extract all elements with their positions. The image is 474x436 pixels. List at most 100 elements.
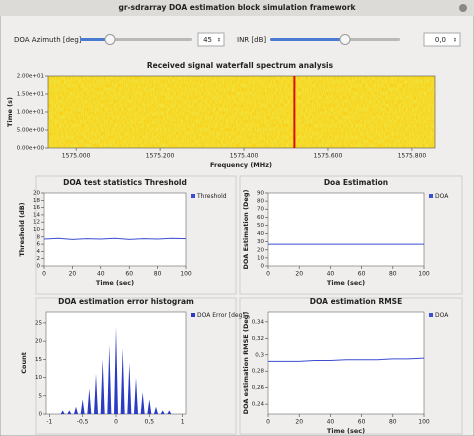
waterfall-noise <box>48 76 435 148</box>
control-label: DOA Azimuth [deg] <box>14 36 82 44</box>
y-tick-label: 2 <box>37 256 41 262</box>
spinbox[interactable] <box>197 32 225 47</box>
plot-title: DOA estimation error histogram <box>58 297 194 306</box>
x-tick-label: 100 <box>180 271 192 278</box>
y-tick-label: 20 <box>33 191 40 197</box>
x-axis-label: Time (sec) <box>96 279 134 287</box>
slider-thumb[interactable] <box>339 34 351 45</box>
histogram-spike <box>114 326 118 414</box>
plot-area <box>267 192 425 267</box>
control-label: INR [dB] <box>237 36 266 44</box>
y-tick-label: 40 <box>257 231 264 237</box>
x-tick-label: 80 <box>389 419 397 426</box>
x-tick-label: 100 <box>418 271 430 278</box>
x-tick-label: 1 <box>181 419 185 426</box>
panel <box>239 297 463 435</box>
legend-label: DOA Error [deg] <box>197 312 245 319</box>
slider-fill <box>80 38 110 41</box>
x-tick-label: 0,5 <box>145 419 155 426</box>
y-tick-label: 1.00e+01 <box>17 110 44 116</box>
x-tick-label: 1575.600 <box>314 153 343 160</box>
y-tick-label: 0 <box>39 412 43 418</box>
x-tick-label: 20 <box>295 419 303 426</box>
x-tick-label: 80 <box>154 271 162 278</box>
y-tick-label: 1.50e+01 <box>17 92 44 98</box>
y-axis-label: Threshold (dB) <box>18 202 26 256</box>
x-tick-label: 0 <box>266 271 270 278</box>
title-bar <box>0 0 474 16</box>
y-tick-label: 20 <box>35 339 42 345</box>
x-tick-label: 60 <box>125 271 133 278</box>
histogram-spike <box>74 406 78 414</box>
histogram-spike <box>100 359 105 414</box>
x-tick-label: -1 <box>46 419 52 426</box>
y-tick-label: 0,32 <box>252 336 264 342</box>
x-tick-label: 1575.200 <box>146 153 175 160</box>
panel <box>35 297 237 435</box>
y-tick-label: 70 <box>257 207 264 213</box>
spinbox[interactable] <box>423 32 461 47</box>
x-tick-label: 1575.000 <box>62 153 91 160</box>
spin-arrows[interactable]: ⇕ <box>453 38 457 44</box>
x-tick-label: 40 <box>97 271 105 278</box>
waterfall-title: Received signal waterfall spectrum analy… <box>147 61 334 70</box>
histogram-spike <box>147 399 152 414</box>
y-tick-label: 0,34 <box>252 319 265 325</box>
y-tick-label: 0,26 <box>252 385 265 391</box>
y-tick-label: 0 <box>261 264 265 270</box>
x-tick-label: 40 <box>327 419 335 426</box>
plot-area <box>43 192 187 267</box>
x-tick-label: 0 <box>42 271 46 278</box>
x-tick-label: 20 <box>69 271 77 278</box>
histogram-spike <box>60 410 65 414</box>
x-axis-label: Time (sec) <box>327 427 365 435</box>
legend-label: Threshold <box>196 193 227 200</box>
x-tick-label: 1575.800 <box>398 153 427 160</box>
data-line <box>268 357 425 362</box>
plot-title: Doa Estimation <box>324 178 388 187</box>
y-tick-label: 4 <box>37 249 41 255</box>
y-tick-label: 12 <box>33 220 40 226</box>
x-tick-label: 0 <box>266 419 270 426</box>
y-tick-label: 2.00e+01 <box>17 74 44 80</box>
legend-swatch <box>429 194 433 198</box>
y-tick-label: 15 <box>35 357 42 363</box>
y-tick-label: 0,28 <box>252 369 265 375</box>
panel <box>239 175 463 295</box>
y-tick-label: 0.00e+00 <box>17 146 45 152</box>
y-tick-label: 30 <box>257 239 264 245</box>
slider-thumb[interactable] <box>104 34 116 45</box>
y-axis-label: DOA estimation RMSE (Deg) <box>242 312 250 415</box>
y-tick-label: 16 <box>33 205 40 211</box>
y-tick-label: 10 <box>257 255 264 261</box>
plot-area <box>267 311 425 415</box>
y-axis-label: DOA Estimation (Deg) <box>242 190 250 270</box>
legend-label: DOA <box>435 312 449 319</box>
y-tick-label: 10 <box>33 227 40 233</box>
y-tick-label: 60 <box>257 215 264 221</box>
x-tick-label: 40 <box>327 271 335 278</box>
close-button[interactable] <box>459 4 467 12</box>
x-tick-label: 0 <box>114 419 118 426</box>
x-axis-label: Frequency (MHz) <box>210 161 272 169</box>
spinbox-value: 45 <box>203 36 212 44</box>
y-tick-label: 18 <box>33 198 40 204</box>
y-tick-label: 10 <box>35 375 42 381</box>
histogram-spike <box>67 410 72 414</box>
legend-swatch <box>191 194 195 198</box>
y-tick-label: 5 <box>39 393 43 399</box>
plot-title: DOA estimation RMSE <box>310 297 402 306</box>
y-tick-label: 80 <box>257 199 264 205</box>
panel <box>35 175 237 295</box>
x-tick-label: 80 <box>389 271 397 278</box>
x-tick-label: 1575.400 <box>230 153 259 160</box>
y-tick-label: 90 <box>257 191 264 197</box>
spin-arrows[interactable]: ⇕ <box>217 38 221 44</box>
y-tick-label: 25 <box>35 320 42 326</box>
histogram-spike <box>127 363 132 414</box>
x-tick-label: 60 <box>358 271 366 278</box>
histogram-spike <box>107 344 112 414</box>
histogram-spike <box>94 373 98 414</box>
slider-fill <box>270 38 345 41</box>
